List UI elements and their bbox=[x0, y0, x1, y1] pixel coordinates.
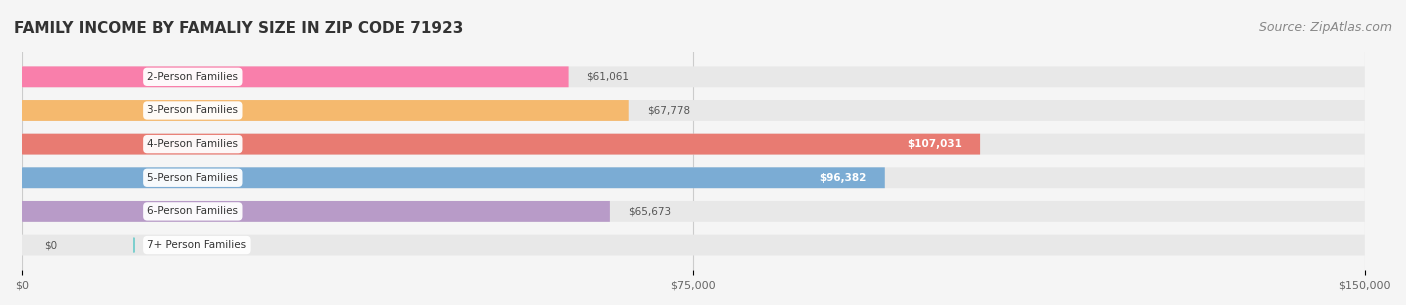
Text: 5-Person Families: 5-Person Families bbox=[148, 173, 239, 183]
Text: $65,673: $65,673 bbox=[628, 206, 671, 217]
FancyBboxPatch shape bbox=[22, 66, 568, 87]
Text: 6-Person Families: 6-Person Families bbox=[148, 206, 239, 217]
FancyBboxPatch shape bbox=[22, 201, 1365, 222]
FancyBboxPatch shape bbox=[22, 134, 1365, 155]
FancyBboxPatch shape bbox=[22, 201, 610, 222]
Text: 7+ Person Families: 7+ Person Families bbox=[148, 240, 246, 250]
Text: $96,382: $96,382 bbox=[820, 173, 868, 183]
Text: $0: $0 bbox=[45, 240, 58, 250]
Text: $107,031: $107,031 bbox=[907, 139, 962, 149]
Text: $61,061: $61,061 bbox=[586, 72, 630, 82]
FancyBboxPatch shape bbox=[22, 100, 628, 121]
FancyBboxPatch shape bbox=[22, 100, 1365, 121]
FancyBboxPatch shape bbox=[22, 134, 980, 155]
Text: $67,778: $67,778 bbox=[647, 106, 690, 116]
Text: 2-Person Families: 2-Person Families bbox=[148, 72, 239, 82]
Text: 4-Person Families: 4-Person Families bbox=[148, 139, 239, 149]
FancyBboxPatch shape bbox=[22, 235, 1365, 256]
FancyBboxPatch shape bbox=[22, 167, 1365, 188]
FancyBboxPatch shape bbox=[22, 167, 884, 188]
Text: 3-Person Families: 3-Person Families bbox=[148, 106, 239, 116]
Text: Source: ZipAtlas.com: Source: ZipAtlas.com bbox=[1258, 21, 1392, 34]
FancyBboxPatch shape bbox=[22, 66, 1365, 87]
Text: FAMILY INCOME BY FAMALIY SIZE IN ZIP CODE 71923: FAMILY INCOME BY FAMALIY SIZE IN ZIP COD… bbox=[14, 21, 464, 36]
